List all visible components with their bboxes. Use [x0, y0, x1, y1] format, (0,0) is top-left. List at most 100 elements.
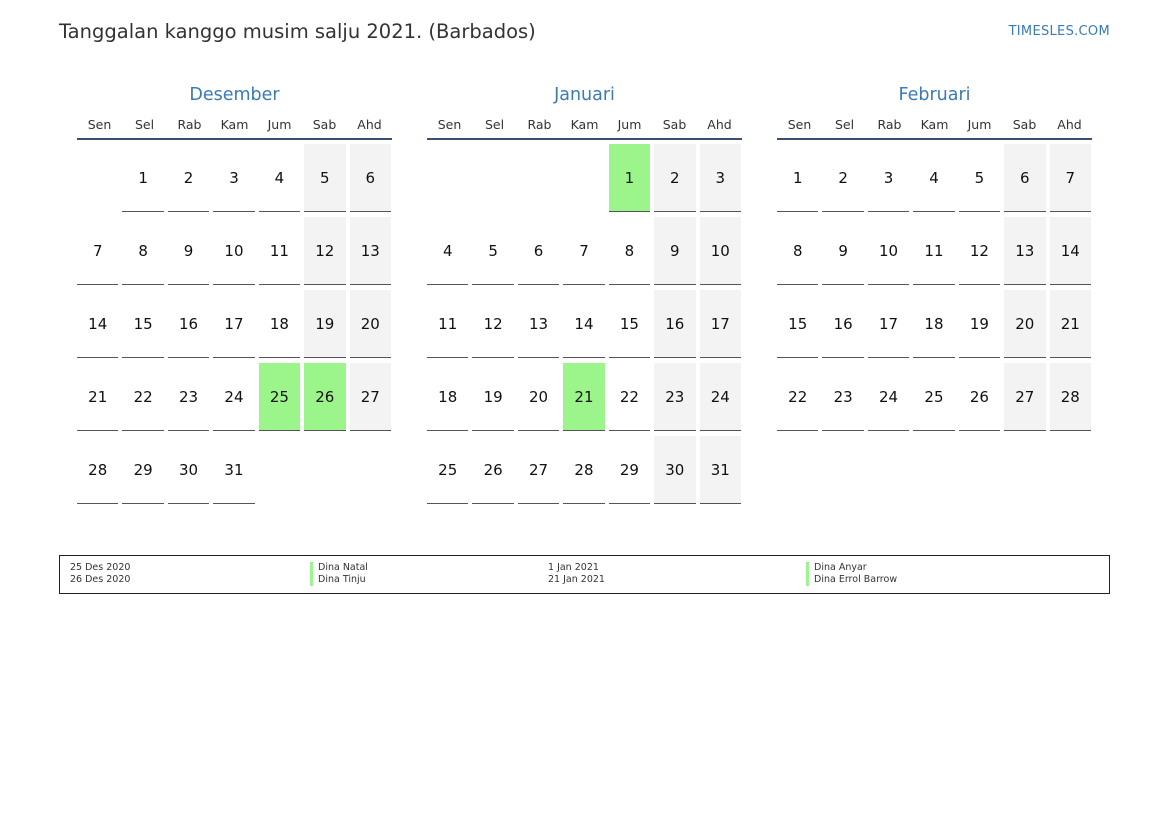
- day-cell: 19: [958, 290, 1001, 358]
- day-cell: 27: [1004, 363, 1046, 431]
- day-cell: 23: [822, 363, 864, 431]
- day-cell: 15: [777, 290, 819, 358]
- day-cell: 31: [213, 436, 255, 504]
- day-cell: 18: [258, 290, 301, 358]
- day-cell: 24: [213, 363, 255, 431]
- day-cell: 2: [822, 144, 864, 212]
- weekday-label: Rab: [527, 117, 552, 132]
- day-cell: 10: [867, 217, 910, 285]
- day-cell: 15: [608, 290, 651, 358]
- day-grid: 1 2 3 4 5 6 7 8 9 10 11 12 13 14 15 16 17 18 19 20 21 22 23 24 2…: [777, 144, 1092, 431]
- day-cell: 2: [654, 144, 696, 212]
- weekday-label: Rab: [877, 117, 902, 132]
- day-cell: 22: [608, 363, 651, 431]
- month-calendar-december: Desember Sen Sel Rab Kam Jum Sab Ahd 1 2 3 4 5 6 7 8 9 10…: [77, 82, 392, 504]
- day-cell: 3: [213, 144, 255, 212]
- day-cell: 7: [1049, 144, 1091, 212]
- holiday-day-cell: 1: [608, 144, 651, 212]
- day-cell: 28: [77, 436, 119, 504]
- legend-dates-col-1: 25 Des 2020 26 Des 2020: [70, 562, 130, 586]
- day-cell: 24: [867, 363, 910, 431]
- day-grid: 1 2 3 4 5 6 7 8 9 10 11 12 13 14 15 16 17 18 19 20 21 22 23 24 2…: [427, 144, 742, 504]
- month-name: Januari: [554, 85, 615, 105]
- day-cell: 10: [213, 217, 255, 285]
- day-cell: 26: [472, 436, 514, 504]
- weekday-label: Jum: [267, 117, 292, 132]
- weekday-label: Sab: [662, 117, 687, 132]
- weekday-header: Sen Sel Rab Kam Jum Sab Ahd: [77, 110, 392, 140]
- legend-dates-col-2: 1 Jan 2021 21 Jan 2021: [548, 562, 605, 586]
- day-cell: 3: [867, 144, 910, 212]
- day-cell: 27: [349, 363, 391, 431]
- weekday-label: Sen: [87, 117, 112, 132]
- month-name: Februari: [898, 85, 971, 105]
- weekday-label: Ahd: [707, 117, 732, 132]
- day-cell: 8: [608, 217, 651, 285]
- day-cell: 1: [777, 144, 819, 212]
- day-cell: 13: [1004, 217, 1046, 285]
- day-cell: 26: [958, 363, 1001, 431]
- day-cell: 13: [349, 217, 391, 285]
- legend-names-col-2: Dina Anyar Dina Errol Barrow: [806, 562, 897, 586]
- day-cell: 18: [427, 363, 469, 431]
- day-cell: 9: [822, 217, 864, 285]
- day-cell: 5: [472, 217, 514, 285]
- day-cell: 19: [304, 290, 346, 358]
- day-cell: 20: [1004, 290, 1046, 358]
- day-cell: 20: [349, 290, 391, 358]
- day-grid: 1 2 3 4 5 6 7 8 9 10 11 12 13 14 15 16 17 18 19 20 21 22 23 24 2…: [77, 144, 392, 504]
- day-cell: 8: [777, 217, 819, 285]
- day-cell: 20: [517, 363, 560, 431]
- weekday-label: Ahd: [357, 117, 382, 132]
- weekday-label: Sel: [834, 117, 855, 132]
- month-calendar-january: Januari Sen Sel Rab Kam Jum Sab Ahd 1 2 3 4 5 6 7 8 9 10 1…: [427, 82, 742, 504]
- weekday-label: Sen: [437, 117, 462, 132]
- weekday-label: Rab: [177, 117, 202, 132]
- day-cell: 10: [699, 217, 741, 285]
- day-cell: 11: [258, 217, 301, 285]
- holiday-day-cell: 26: [304, 363, 346, 431]
- day-cell: 21: [1049, 290, 1091, 358]
- empty-cell: [77, 144, 118, 212]
- day-cell: 2: [167, 144, 210, 212]
- day-cell: 22: [777, 363, 819, 431]
- empty-cell: [427, 144, 468, 212]
- day-cell: 4: [427, 217, 469, 285]
- day-cell: 17: [213, 290, 255, 358]
- weekday-label: Sel: [134, 117, 155, 132]
- day-cell: 5: [958, 144, 1001, 212]
- day-cell: 3: [699, 144, 741, 212]
- weekday-label: Kam: [220, 117, 249, 132]
- day-cell: 6: [1004, 144, 1046, 212]
- weekday-label: Kam: [920, 117, 949, 132]
- month-name: Desember: [189, 85, 280, 105]
- day-cell: 12: [472, 290, 514, 358]
- weekday-label: Ahd: [1057, 117, 1082, 132]
- legend-holiday-name: Dina Errol Barrow: [806, 574, 897, 586]
- brand-link[interactable]: TIMESLES.COM: [1008, 24, 1110, 39]
- day-cell: 31: [699, 436, 741, 504]
- holiday-day-cell: 25: [258, 363, 301, 431]
- day-cell: 8: [122, 217, 164, 285]
- legend-date: 25 Des 2020: [70, 562, 131, 573]
- day-cell: 25: [427, 436, 469, 504]
- weekday-label: Sel: [484, 117, 505, 132]
- day-cell: 23: [654, 363, 696, 431]
- legend-date: 1 Jan 2021: [548, 562, 599, 573]
- weekday-label: Sab: [1012, 117, 1037, 132]
- legend-holiday-name: Dina Anyar: [806, 562, 897, 574]
- day-cell: 30: [167, 436, 210, 504]
- day-cell: 29: [608, 436, 651, 504]
- day-cell: 9: [167, 217, 210, 285]
- day-cell: 16: [167, 290, 210, 358]
- legend-holiday-name: Dina Natal: [310, 562, 368, 574]
- empty-cell: [472, 144, 513, 212]
- day-cell: 9: [654, 217, 696, 285]
- day-cell: 14: [77, 290, 119, 358]
- day-cell: 6: [349, 144, 391, 212]
- day-cell: 11: [913, 217, 955, 285]
- day-cell: 12: [958, 217, 1001, 285]
- legend-names-col-1: Dina Natal Dina Tinju: [310, 562, 368, 586]
- day-cell: 13: [517, 290, 560, 358]
- day-cell: 4: [258, 144, 301, 212]
